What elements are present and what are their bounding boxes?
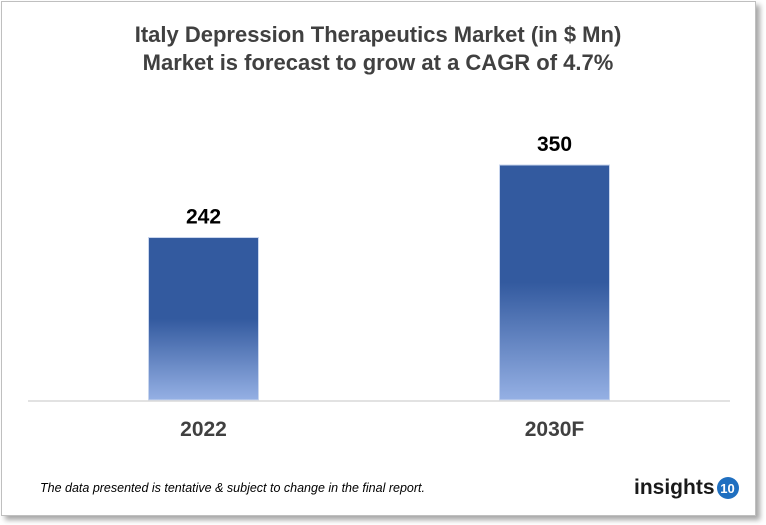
disclaimer-note: The data presented is tentative & subjec… xyxy=(40,481,425,495)
bar-2030F xyxy=(499,164,610,401)
logo-badge: 10 xyxy=(716,477,739,499)
insights10-logo: insights 10 xyxy=(634,476,739,500)
chart-title: Italy Depression Therapeutics Market (in… xyxy=(134,22,622,47)
data-label: 350 xyxy=(537,133,572,156)
chart-frame xyxy=(1,1,756,516)
x-tick-label: 2030F xyxy=(525,418,585,441)
bar-2022 xyxy=(148,237,259,401)
logo-text: insights xyxy=(634,476,715,499)
chart-subtitle: Market is forecast to grow at a CAGR of … xyxy=(142,50,614,75)
data-label: 242 xyxy=(186,206,221,229)
x-tick-label: 2022 xyxy=(180,418,227,441)
